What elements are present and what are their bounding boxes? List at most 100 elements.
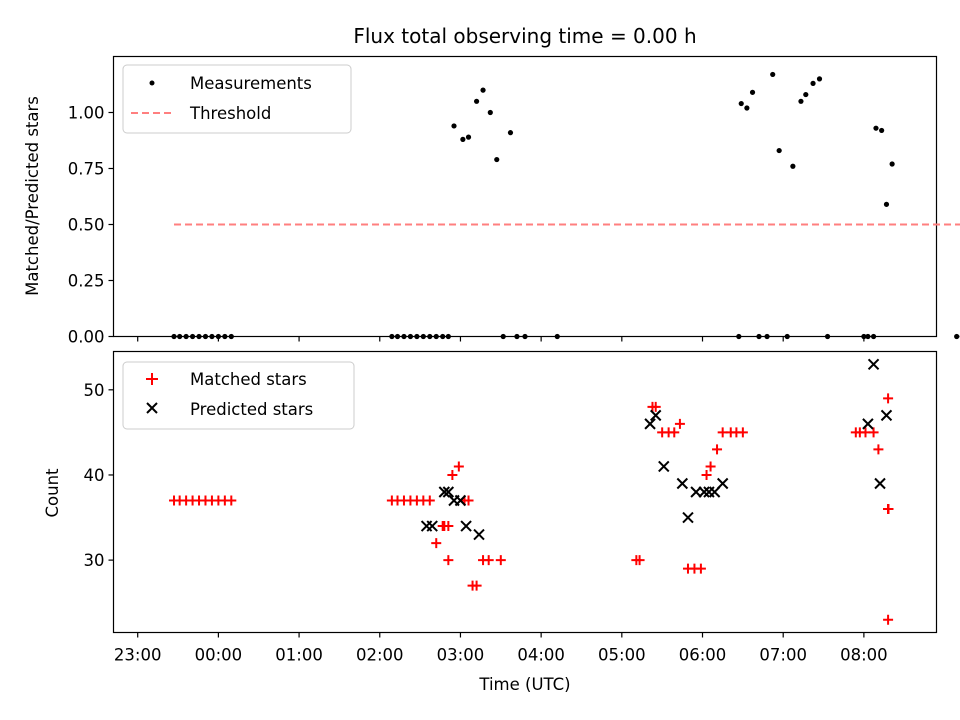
predicted-star-point bbox=[874, 477, 886, 490]
measurement-point bbox=[870, 333, 877, 340]
x-tick-label: 01:00 bbox=[275, 646, 323, 665]
bottom-x-ticks: 23:00 00:00 01:00 02:00 03:00 04:00 05:00 06:00… bbox=[114, 632, 888, 665]
measurement-point bbox=[764, 333, 770, 340]
measurement-point bbox=[770, 71, 776, 78]
measurement-point bbox=[744, 105, 750, 111]
top-legend: Measurements Threshold bbox=[122, 64, 352, 134]
top-y-axis-label: Matched/Predicted stars bbox=[23, 96, 42, 296]
matched-stars-points bbox=[169, 393, 894, 625]
measurement-point bbox=[784, 333, 790, 340]
measurement-point bbox=[494, 156, 500, 163]
measurement-point bbox=[803, 91, 809, 98]
measurement-point bbox=[500, 333, 506, 340]
measurement-point bbox=[228, 333, 234, 340]
predicted-star-point bbox=[867, 358, 880, 370]
measurement-point bbox=[433, 333, 439, 340]
x-tick-label: 06:00 bbox=[679, 646, 727, 665]
matched-star-point bbox=[712, 444, 723, 455]
legend-predicted-label: Predicted stars bbox=[190, 400, 313, 419]
bottom-y-ticks: 30 40 50 bbox=[84, 381, 114, 570]
chart-title: Flux total observing time = 0.00 h bbox=[353, 24, 696, 48]
matched-star-point bbox=[883, 614, 894, 625]
measurement-point bbox=[196, 333, 202, 340]
measurement-point bbox=[427, 333, 433, 340]
top-y-tick-label: 0.00 bbox=[68, 328, 105, 347]
matched-star-point bbox=[701, 469, 712, 480]
measurement-point bbox=[879, 127, 885, 134]
measurement-point bbox=[389, 333, 395, 340]
measurement-points bbox=[171, 71, 960, 340]
matched-star-point bbox=[463, 495, 474, 506]
matched-star-point bbox=[453, 461, 464, 472]
top-x-ticks bbox=[137, 336, 865, 342]
matched-star-point bbox=[443, 555, 454, 566]
measurement-point bbox=[177, 333, 183, 340]
x-tick-label: 00:00 bbox=[195, 646, 243, 665]
predicted-star-point bbox=[676, 477, 689, 490]
bottom-legend: Matched stars Predicted stars bbox=[122, 361, 355, 430]
measurement-point bbox=[414, 333, 420, 340]
measurement-point bbox=[465, 134, 472, 140]
top-y-tick-label: 1.00 bbox=[68, 104, 105, 123]
predicted-star-point bbox=[698, 486, 710, 498]
top-y-tick-label: 0.75 bbox=[68, 160, 105, 179]
top-panel: Flux total observing time = 0.00 h 0.00 0… bbox=[23, 24, 960, 347]
measurement-point bbox=[790, 163, 796, 169]
x-tick-label: 08:00 bbox=[840, 646, 888, 665]
measurement-point bbox=[401, 333, 407, 340]
measurement-point bbox=[440, 333, 446, 340]
measurement-point bbox=[480, 87, 486, 93]
measurement-point bbox=[865, 333, 871, 340]
matched-star-point bbox=[634, 555, 645, 566]
measurement-point bbox=[749, 89, 756, 95]
matched-star-point bbox=[868, 427, 879, 438]
measurement-point bbox=[873, 125, 879, 131]
predicted-star-point bbox=[716, 477, 729, 490]
matched-star-point bbox=[873, 444, 884, 455]
measurement-point bbox=[460, 136, 466, 142]
measurement-point bbox=[756, 333, 762, 340]
matched-star-point bbox=[695, 563, 706, 574]
measurement-point bbox=[554, 333, 560, 340]
x-tick-label: 02:00 bbox=[356, 646, 404, 665]
measurement-point bbox=[824, 333, 831, 340]
measurement-point bbox=[738, 100, 744, 107]
measurement-point bbox=[183, 333, 189, 340]
predicted-star-point bbox=[682, 511, 694, 524]
x-tick-label: 23:00 bbox=[114, 646, 162, 665]
matched-star-point bbox=[883, 393, 894, 404]
bottom-panel: 30 40 50 23:00 00:00 01:00 02:00 03:00 04:00 05:… bbox=[43, 350, 938, 694]
measurement-point bbox=[394, 333, 401, 340]
measurement-point bbox=[407, 333, 414, 340]
measurement-point bbox=[810, 80, 816, 86]
measurement-point bbox=[171, 333, 177, 340]
measurement-point bbox=[889, 161, 895, 167]
x-tick-label: 03:00 bbox=[437, 646, 485, 665]
matched-star-point bbox=[883, 504, 894, 515]
legend-measurements-marker bbox=[149, 80, 155, 86]
measurement-point bbox=[861, 333, 867, 340]
legend-predicted-marker bbox=[146, 402, 158, 414]
predicted-star-point bbox=[454, 494, 467, 507]
measurement-point bbox=[189, 333, 196, 340]
predicted-star-point bbox=[658, 460, 670, 473]
legend-threshold-label: Threshold bbox=[189, 104, 271, 123]
measurement-point bbox=[514, 333, 520, 340]
bottom-y-tick-label: 40 bbox=[84, 466, 105, 485]
predicted-star-point bbox=[438, 486, 451, 498]
matched-star-point bbox=[737, 427, 748, 438]
bottom-y-tick-label: 50 bbox=[84, 381, 105, 400]
bottom-y-axis-label: Count bbox=[43, 468, 62, 518]
predicted-star-point bbox=[426, 520, 438, 532]
matched-star-point bbox=[447, 469, 458, 480]
matched-star-point bbox=[495, 555, 506, 566]
x-axis-label: Time (UTC) bbox=[478, 675, 570, 694]
matched-star-point bbox=[471, 580, 482, 591]
matched-star-point bbox=[650, 401, 661, 412]
measurement-point bbox=[473, 98, 480, 104]
legend-matched-marker bbox=[146, 373, 158, 385]
top-y-tick-label: 0.50 bbox=[68, 216, 105, 235]
legend-matched-label: Matched stars bbox=[190, 370, 307, 389]
predicted-star-point bbox=[862, 418, 874, 430]
bottom-y-tick-label: 30 bbox=[84, 551, 105, 570]
